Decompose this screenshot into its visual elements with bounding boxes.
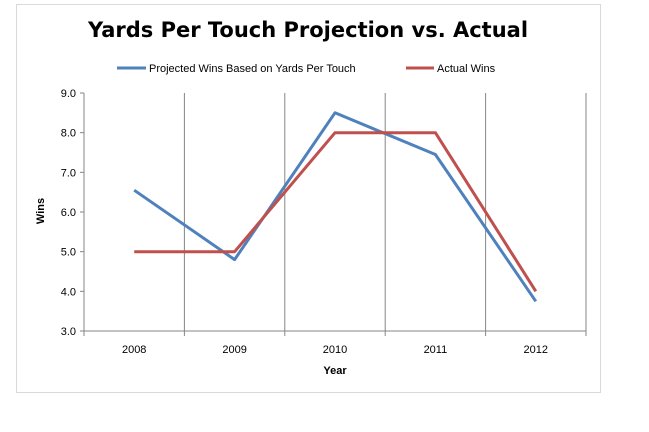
- legend: Projected Wins Based on Yards Per Touch …: [117, 63, 496, 75]
- chart-title: Yards Per Touch Projection vs. Actual: [87, 18, 528, 42]
- series-line-actual: [134, 131, 538, 293]
- chart-frame: [16, 4, 601, 393]
- x-tick-label: 2009: [222, 344, 246, 356]
- y-tick-label: 6.0: [61, 207, 76, 219]
- y-tick-label: 8.0: [61, 128, 76, 140]
- x-tick-label: 2010: [323, 344, 347, 356]
- legend-label-projected: Projected Wins Based on Yards Per Touch: [149, 63, 356, 75]
- x-tick-label: 2011: [424, 344, 448, 356]
- x-tick-label: 2012: [524, 344, 548, 356]
- legend-label-actual: Actual Wins: [437, 63, 496, 75]
- y-tick-label: 7.0: [61, 167, 76, 179]
- y-tick-label: 9.0: [61, 88, 76, 100]
- series-line-projected: [133, 111, 538, 303]
- y-tick-label: 5.0: [61, 247, 76, 259]
- x-tick-label: 2008: [122, 344, 146, 356]
- y-axis-title: Wins: [35, 198, 47, 224]
- x-axis-title: Year: [323, 365, 347, 377]
- plot-area: 3.0 4.0 5.0 6.0 7.0 8.0 9.0 2008 2009 2010 2011 201…: [61, 88, 587, 356]
- y-tick-label: 4.0: [61, 286, 76, 298]
- y-tick-label: 3.0: [61, 326, 76, 338]
